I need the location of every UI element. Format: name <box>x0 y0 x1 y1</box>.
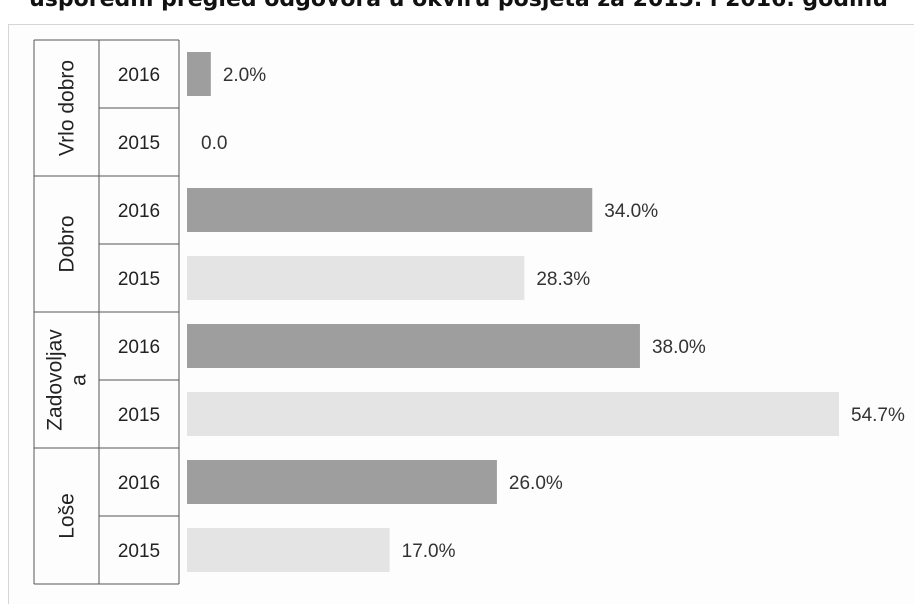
year-label-lose-2015: 2015 <box>118 541 160 562</box>
bar-dobro-2016 <box>187 188 593 232</box>
chart-title: usporedni pregled odgovora u okviru posj… <box>0 0 917 14</box>
year-label-zadovoljava-2016: 2016 <box>118 337 160 358</box>
category-label-zadovoljava: Zadovoljava <box>44 329 91 431</box>
data-label-zadovoljava-2015: 54.7% <box>851 405 905 426</box>
data-label-vrlo-dobro-2016: 2.0% <box>223 65 266 86</box>
bar-dobro-2015 <box>187 256 525 300</box>
data-label-dobro-2016: 34.0% <box>604 201 658 222</box>
data-label-dobro-2015: 28.3% <box>536 269 590 290</box>
year-label-vrlo-dobro-2016: 2016 <box>118 65 160 86</box>
category-label-line: Loše <box>56 493 79 539</box>
bar-lose-2016 <box>187 460 497 504</box>
data-label-lose-2016: 26.0% <box>509 473 563 494</box>
bar-zadovoljava-2015 <box>187 392 839 436</box>
year-label-dobro-2016: 2016 <box>118 201 160 222</box>
category-label-line: a <box>68 374 91 386</box>
category-label-dobro: Dobro <box>56 215 79 272</box>
bar-chart: Vrlo dobro 2016 2.0% 2015 0.0 Dobro 2016 34.0% 2… <box>33 39 905 585</box>
bar-zadovoljava-2016 <box>187 324 640 368</box>
category-label-line: Vrlo dobro <box>56 60 79 156</box>
year-label-dobro-2015: 2015 <box>118 269 160 290</box>
category-label-line: Zadovoljav <box>44 329 67 431</box>
bar-vrlo-dobro-2016 <box>187 52 211 96</box>
category-label-line: Dobro <box>56 215 79 272</box>
data-label-vrlo-dobro-2015: 0.0 <box>201 133 227 154</box>
data-label-zadovoljava-2016: 38.0% <box>652 337 706 358</box>
year-label-zadovoljava-2015: 2015 <box>118 405 160 426</box>
category-label-vrlo-dobro: Vrlo dobro <box>56 60 79 156</box>
bar-lose-2015 <box>187 528 390 572</box>
year-label-vrlo-dobro-2015: 2015 <box>118 133 160 154</box>
category-label-lose: Loše <box>56 493 79 539</box>
chart-area: Vrlo dobro 2016 2.0% 2015 0.0 Dobro 2016 34.0% 2… <box>8 24 914 604</box>
data-label-lose-2015: 17.0% <box>402 541 456 562</box>
year-label-lose-2016: 2016 <box>118 473 160 494</box>
